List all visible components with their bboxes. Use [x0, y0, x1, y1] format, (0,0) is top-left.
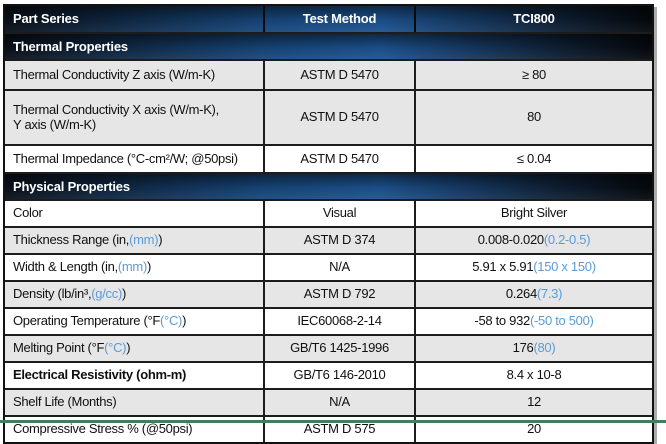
- value-cell: 5.91 x 5.91 (150 x 150): [416, 255, 652, 280]
- property-name-cell: Thermal Conductivity X axis (W/m-K), Y a…: [5, 91, 265, 144]
- property-name-cell: Shelf Life (Months): [5, 390, 265, 415]
- property-name-text: Melting Point (°F: [13, 340, 105, 356]
- value-metric: (150 x 150): [533, 259, 596, 275]
- property-name-close: ): [126, 340, 131, 356]
- test-method-cell: GB/T6 1425-1996: [265, 336, 416, 361]
- table-row: Color Visual Bright Silver: [5, 199, 652, 226]
- header-part-series: Part Series: [5, 6, 265, 32]
- value-metric: (0.2-0.5): [543, 232, 591, 248]
- section-title: Thermal Properties: [13, 39, 128, 54]
- value-text: ≥ 80: [521, 66, 546, 82]
- test-method-cell: Visual: [265, 201, 416, 226]
- table-row: Thermal Conductivity X axis (W/m-K), Y a…: [5, 89, 652, 144]
- property-name-text: Color: [13, 205, 43, 221]
- test-method-cell: ASTM D 374: [265, 228, 416, 253]
- property-name-text: Electrical Resistivity (ohm-m): [13, 367, 187, 383]
- property-name-metric: (°C): [104, 340, 127, 356]
- property-name-text: Thermal Conductivity Z axis (W/m-K): [13, 66, 215, 82]
- value-cell: 8.4 x 10-8: [416, 363, 652, 388]
- property-name-cell: Thickness Range (in, (mm)): [5, 228, 265, 253]
- value-cell: 176 (80): [416, 336, 652, 361]
- header-test-method: Test Method: [265, 6, 416, 32]
- table-row: Thermal Impedance (°C-cm²/W; @50psi) AST…: [5, 144, 652, 172]
- value-text: 0.264: [505, 286, 537, 302]
- property-name-text: Width & Length (in,: [13, 259, 118, 275]
- value-cell: 12: [416, 390, 652, 415]
- value-cell: ≥ 80: [416, 61, 652, 89]
- property-name-metric: (mm): [117, 259, 147, 275]
- test-method-cell: ASTM D 5470: [265, 91, 416, 144]
- property-name-text: Compressive Stress % (@50psi): [13, 421, 193, 437]
- table-row: Shelf Life (Months) N/A 12: [5, 388, 652, 415]
- property-name-text: Shelf Life (Months): [13, 394, 117, 410]
- value-text: Bright Silver: [500, 205, 568, 221]
- value-text: 80: [527, 109, 541, 125]
- property-name-cell: Melting Point (°F (°C)): [5, 336, 265, 361]
- property-name-cell: Thermal Impedance (°C-cm²/W; @50psi): [5, 146, 265, 172]
- value-metric: (7.3): [536, 286, 563, 302]
- header-part-number: TCI800: [513, 10, 555, 26]
- property-name-close: ): [146, 259, 152, 275]
- value-text: ≤ 0.04: [516, 150, 552, 166]
- property-name-cell: Width & Length (in, (mm)): [5, 255, 265, 280]
- value-cell: Bright Silver: [416, 201, 652, 226]
- table-row: Electrical Resistivity (ohm-m) GB/T6 146…: [5, 361, 652, 388]
- table-row: Thermal Conductivity Z axis (W/m-K) ASTM…: [5, 59, 652, 89]
- property-name-metric: (g/cc): [91, 286, 122, 302]
- value-metric: (-50 to 500): [529, 313, 594, 329]
- section-header-thermal: Thermal Properties: [5, 32, 652, 59]
- table-row: Density (lb/in³, (g/cc)) ASTM D 792 0.26…: [5, 280, 652, 307]
- test-method-cell: ASTM D 792: [265, 282, 416, 307]
- bottom-divider-line: [0, 420, 666, 423]
- value-cell: -58 to 932 (-50 to 500): [416, 309, 652, 334]
- property-name-close: ): [121, 286, 127, 302]
- property-name-cell: Electrical Resistivity (ohm-m): [5, 363, 265, 388]
- test-method-cell: ASTM D 5470: [265, 146, 416, 172]
- property-name-text: Thermal Impedance (°C-cm²/W; @50psi): [13, 150, 238, 166]
- table-row: Melting Point (°F (°C)) GB/T6 1425-1996 …: [5, 334, 652, 361]
- value-text: 20: [527, 421, 541, 437]
- value-text: 176: [512, 340, 534, 356]
- test-method-cell: ASTM D 5470: [265, 61, 416, 89]
- table-row: Thickness Range (in, (mm)) ASTM D 374 0.…: [5, 226, 652, 253]
- property-name-metric: (°C): [160, 313, 183, 329]
- property-name-cell: Operating Temperature (°F (°C)): [5, 309, 265, 334]
- test-method-cell: N/A: [265, 390, 416, 415]
- property-name-cell: Density (lb/in³, (g/cc)): [5, 282, 265, 307]
- value-cell: 0.008-0.020 (0.2-0.5): [416, 228, 652, 253]
- section-title: Physical Properties: [13, 179, 130, 194]
- value-text: 12: [527, 394, 541, 410]
- property-name-cell: Thermal Conductivity Z axis (W/m-K): [5, 61, 265, 89]
- test-method-cell: N/A: [265, 255, 416, 280]
- value-cell: 0.264 (7.3): [416, 282, 652, 307]
- test-method-cell: IEC60068-2-14: [265, 309, 416, 334]
- value-text: 0.008-0.020: [477, 232, 544, 248]
- property-name-text: Thermal Conductivity X axis (W/m-K), Y a…: [13, 101, 219, 132]
- value-text: 8.4 x 10-8: [506, 367, 562, 383]
- property-name-text: Operating Temperature (°F: [13, 313, 161, 329]
- value-cell: ≤ 0.04: [416, 146, 652, 172]
- spec-table: Part Series Test Method TCI800 Thermal P…: [3, 4, 654, 444]
- section-header-physical: Physical Properties: [5, 172, 652, 199]
- property-name-close: ): [182, 313, 187, 329]
- test-method-cell: GB/T6 146-2010: [265, 363, 416, 388]
- table-row: Operating Temperature (°F (°C)) IEC60068…: [5, 307, 652, 334]
- value-text: -58 to 932: [474, 313, 530, 329]
- value-metric: (80): [533, 340, 556, 356]
- property-name-cell: Color: [5, 201, 265, 226]
- property-name-metric: (mm): [129, 232, 159, 248]
- table-header-row: Part Series Test Method TCI800: [5, 6, 652, 32]
- property-name-text: Thickness Range (in,: [13, 232, 130, 248]
- property-name-text: Density (lb/in³,: [13, 286, 92, 302]
- value-text: 5.91 x 5.91: [472, 259, 534, 275]
- value-cell: 80: [416, 91, 652, 144]
- table-row: Width & Length (in, (mm)) N/A 5.91 x 5.9…: [5, 253, 652, 280]
- property-name-close: ): [158, 232, 163, 248]
